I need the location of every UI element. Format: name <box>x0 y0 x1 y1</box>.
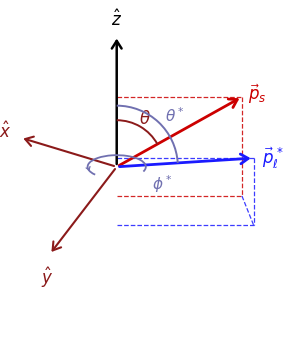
Text: $\hat{x}$: $\hat{x}$ <box>0 122 12 142</box>
Text: $\hat{y}$: $\hat{y}$ <box>41 266 53 291</box>
Text: $\theta$: $\theta$ <box>139 110 151 128</box>
Text: $\hat{z}$: $\hat{z}$ <box>111 9 122 30</box>
Text: $\vec{p}_\ell^{\,*}$: $\vec{p}_\ell^{\,*}$ <box>262 145 285 171</box>
Text: $\phi^*$: $\phi^*$ <box>152 174 172 195</box>
Text: $\vec{p}_s$: $\vec{p}_s$ <box>248 82 266 106</box>
Text: $\theta^*$: $\theta^*$ <box>165 106 184 125</box>
